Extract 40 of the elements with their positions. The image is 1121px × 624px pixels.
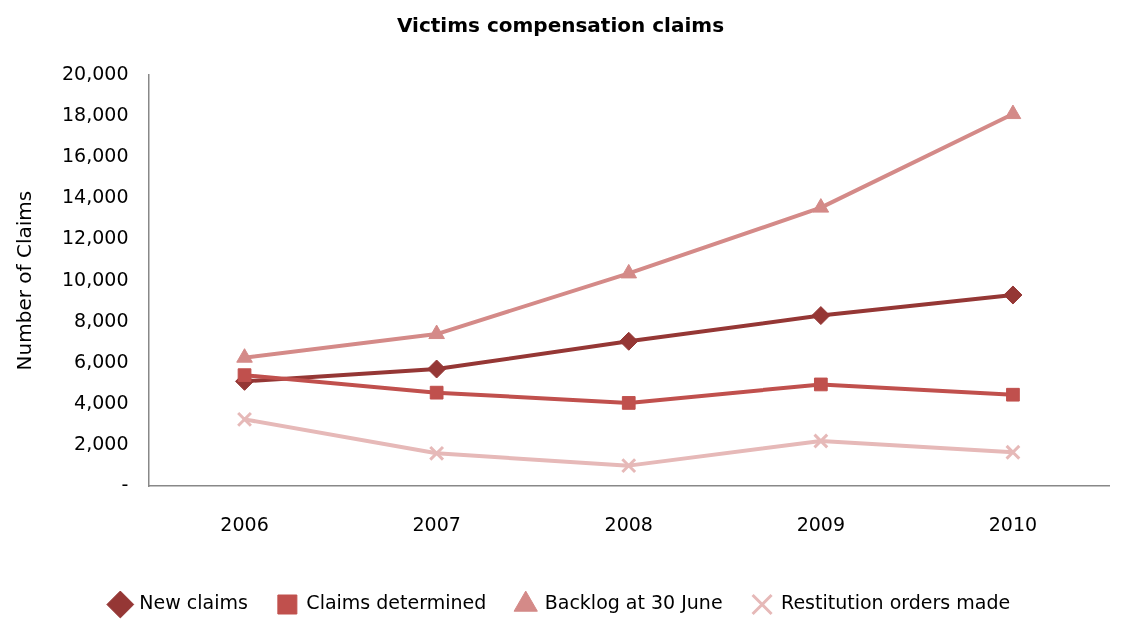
point [812,198,830,213]
point [237,368,252,383]
chart-title: Victims compensation claims [396,13,725,38]
legend-label: Backlog at 30 June [544,591,723,614]
legend-label: Claims determined [306,591,487,614]
point [1003,285,1023,305]
legend-label: New claims [139,591,248,614]
y-tick-label: 12,000 [62,226,129,249]
point [813,377,828,392]
y-tick-label: - [121,473,129,496]
y-tick-label: 18,000 [62,103,129,126]
point [812,433,829,449]
y-tick-label: 20,000 [62,61,129,84]
x-tick-label: 2007 [412,512,461,535]
point [429,385,444,400]
y-tick-label: 10,000 [62,267,129,290]
point [428,324,445,340]
point [621,396,636,410]
y-tick-label: 8,000 [74,308,129,331]
x-tick-label: 2006 [220,512,269,535]
y-tick-label: 6,000 [74,349,129,372]
x-tick-label: 2009 [796,512,846,535]
x-tick-label: 2010 [988,512,1038,535]
point [427,359,447,379]
point [236,348,253,363]
point [236,411,253,428]
point [620,263,638,279]
point [1006,387,1020,402]
point [428,445,445,462]
y-tick-label: 14,000 [62,185,129,208]
y-axis-title: Number of Claims [12,190,37,371]
y-tick-label: 4,000 [74,390,129,413]
x-tick-label: 2008 [604,512,653,535]
point [1005,444,1021,461]
point [811,306,831,326]
y-tick-label: 16,000 [62,144,129,167]
point [620,457,637,474]
legend-label: Restitution orders made [781,591,1011,614]
y-tick-label: 2,000 [74,432,129,455]
point [619,331,639,351]
